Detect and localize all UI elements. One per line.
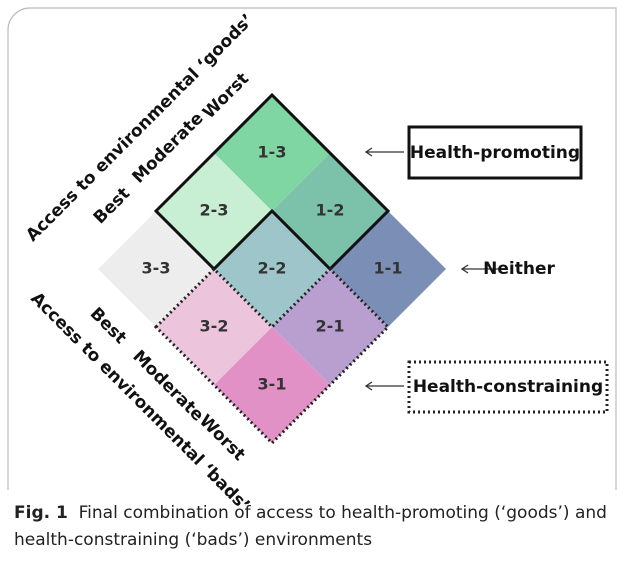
cell-label: 1-2 xyxy=(316,201,345,220)
constraining-outline xyxy=(153,266,391,446)
goods-level: Worst xyxy=(199,69,253,123)
promoting-box xyxy=(407,125,583,180)
goods-level: Best xyxy=(90,184,134,228)
cell-label: 2-3 xyxy=(200,201,229,220)
cell-label: 3-1 xyxy=(258,375,287,394)
cell-label: 3-3 xyxy=(142,259,171,278)
group-label: Health-promoting xyxy=(410,143,580,163)
group-label: Health-constraining xyxy=(413,377,603,397)
cell-label: 3-2 xyxy=(200,317,229,336)
caption-label: Fig. 1 xyxy=(14,503,68,523)
cell-label: 2-1 xyxy=(316,317,345,336)
group-label: Neither xyxy=(483,259,555,279)
cell-label: 2-2 xyxy=(258,259,287,278)
cell-label: 1-3 xyxy=(258,143,287,162)
caption: Fig. 1 Final combination of access to he… xyxy=(14,500,614,554)
arrows xyxy=(364,147,504,391)
constraining-box xyxy=(407,360,609,414)
diamond: 1-3 2-3 1-2 3-3 2-2 1-1 3-2 2-1 3-1 xyxy=(98,95,446,443)
frame xyxy=(7,7,617,490)
caption-text: Final combination of access to health-pr… xyxy=(14,503,607,550)
cell-label: 1-1 xyxy=(374,259,403,278)
